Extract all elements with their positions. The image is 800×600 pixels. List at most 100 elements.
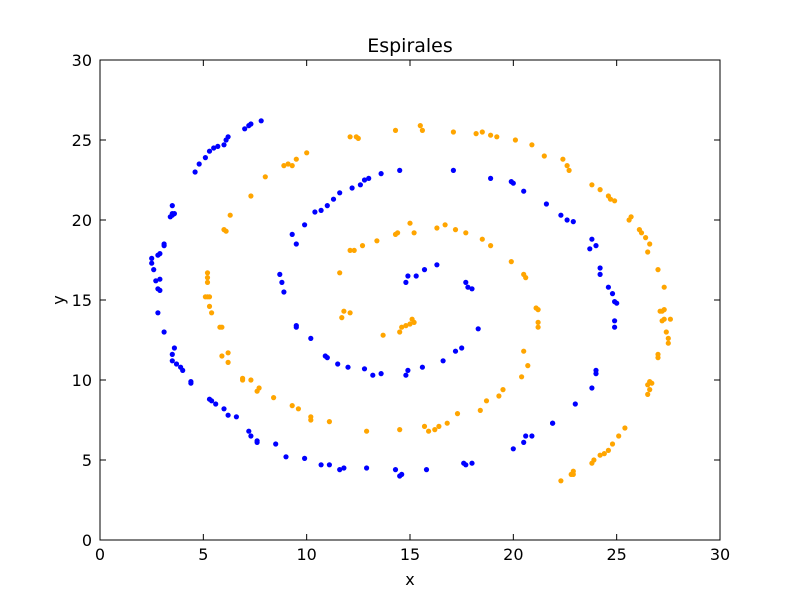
data-point <box>597 187 603 193</box>
data-point <box>570 219 576 225</box>
data-point <box>510 180 516 186</box>
data-point <box>262 174 268 180</box>
data-point <box>355 135 361 141</box>
data-point <box>479 129 485 135</box>
data-point <box>169 358 175 364</box>
data-point <box>434 262 440 268</box>
data-point <box>521 188 527 194</box>
x-axis-label: x <box>405 570 414 589</box>
data-point <box>204 270 211 276</box>
data-point <box>322 353 328 359</box>
y-tick-label: 25 <box>72 131 92 150</box>
data-point <box>403 372 409 378</box>
data-point <box>171 211 177 217</box>
data-point <box>479 236 485 242</box>
data-point <box>645 382 651 388</box>
data-point <box>667 316 674 322</box>
data-point <box>211 145 217 151</box>
data-point <box>411 319 417 325</box>
data-point <box>302 222 308 228</box>
data-point <box>572 401 578 407</box>
data-point <box>248 121 254 127</box>
x-tick-label: 10 <box>296 545 316 564</box>
data-point <box>523 275 529 281</box>
data-point <box>494 134 500 140</box>
data-point <box>616 433 622 439</box>
data-point <box>558 212 564 218</box>
data-point <box>655 267 661 273</box>
data-point <box>213 401 219 407</box>
data-point <box>647 241 653 247</box>
data-point <box>465 284 471 290</box>
data-point <box>488 132 494 138</box>
data-point <box>628 214 634 220</box>
data-point <box>475 326 481 332</box>
data-point <box>419 127 425 133</box>
data-point <box>277 271 283 277</box>
data-point <box>364 465 370 471</box>
data-point <box>593 371 599 377</box>
data-point <box>293 324 299 330</box>
data-point <box>488 243 494 249</box>
data-point <box>281 163 287 169</box>
data-point <box>655 355 661 361</box>
data-point <box>665 340 671 346</box>
data-point <box>392 467 399 473</box>
data-point <box>403 279 409 285</box>
data-point <box>339 315 345 321</box>
data-point <box>488 175 494 181</box>
x-tick-label: 20 <box>503 545 523 564</box>
data-point <box>589 182 595 188</box>
ticks-layer: 0 5 10 15 20 25 30 0 5 10 15 20 25 30 <box>72 51 731 564</box>
data-point <box>510 446 516 452</box>
data-point <box>188 379 194 385</box>
x-tick-label: 5 <box>198 545 208 564</box>
data-point <box>450 129 456 135</box>
data-point <box>566 167 572 173</box>
data-point <box>289 403 295 409</box>
data-point <box>149 260 155 266</box>
data-point <box>380 332 386 338</box>
data-point <box>601 451 607 457</box>
points-layer <box>149 118 674 484</box>
data-point <box>525 363 531 369</box>
data-point <box>550 420 556 426</box>
data-point <box>452 348 459 354</box>
data-point <box>357 182 363 188</box>
data-point <box>233 414 239 420</box>
data-point <box>454 411 461 417</box>
data-point <box>535 324 541 330</box>
data-point <box>645 249 651 255</box>
data-point <box>258 118 264 124</box>
data-point <box>665 335 671 341</box>
data-point <box>227 212 233 218</box>
data-point <box>529 433 535 439</box>
data-point <box>463 230 469 236</box>
data-point <box>248 433 254 439</box>
data-point <box>318 462 324 468</box>
data-point <box>341 308 347 314</box>
data-point <box>171 345 177 351</box>
data-point <box>308 414 314 420</box>
data-point <box>378 371 384 377</box>
data-point <box>157 276 163 282</box>
data-point <box>242 126 248 132</box>
data-point <box>326 419 332 425</box>
data-point <box>421 267 428 273</box>
data-point <box>302 455 308 461</box>
data-point <box>589 236 595 242</box>
data-point <box>248 377 254 383</box>
series-0 <box>149 118 620 479</box>
data-point <box>157 251 163 257</box>
data-point <box>649 380 655 386</box>
plot-area <box>100 60 720 540</box>
data-point <box>405 273 411 279</box>
data-point <box>483 398 490 404</box>
data-point <box>570 471 576 477</box>
data-point <box>614 300 620 306</box>
x-tick-label: 30 <box>710 545 730 564</box>
data-point <box>289 231 295 237</box>
data-point <box>324 203 330 209</box>
data-point <box>337 467 343 473</box>
data-point <box>605 284 612 290</box>
